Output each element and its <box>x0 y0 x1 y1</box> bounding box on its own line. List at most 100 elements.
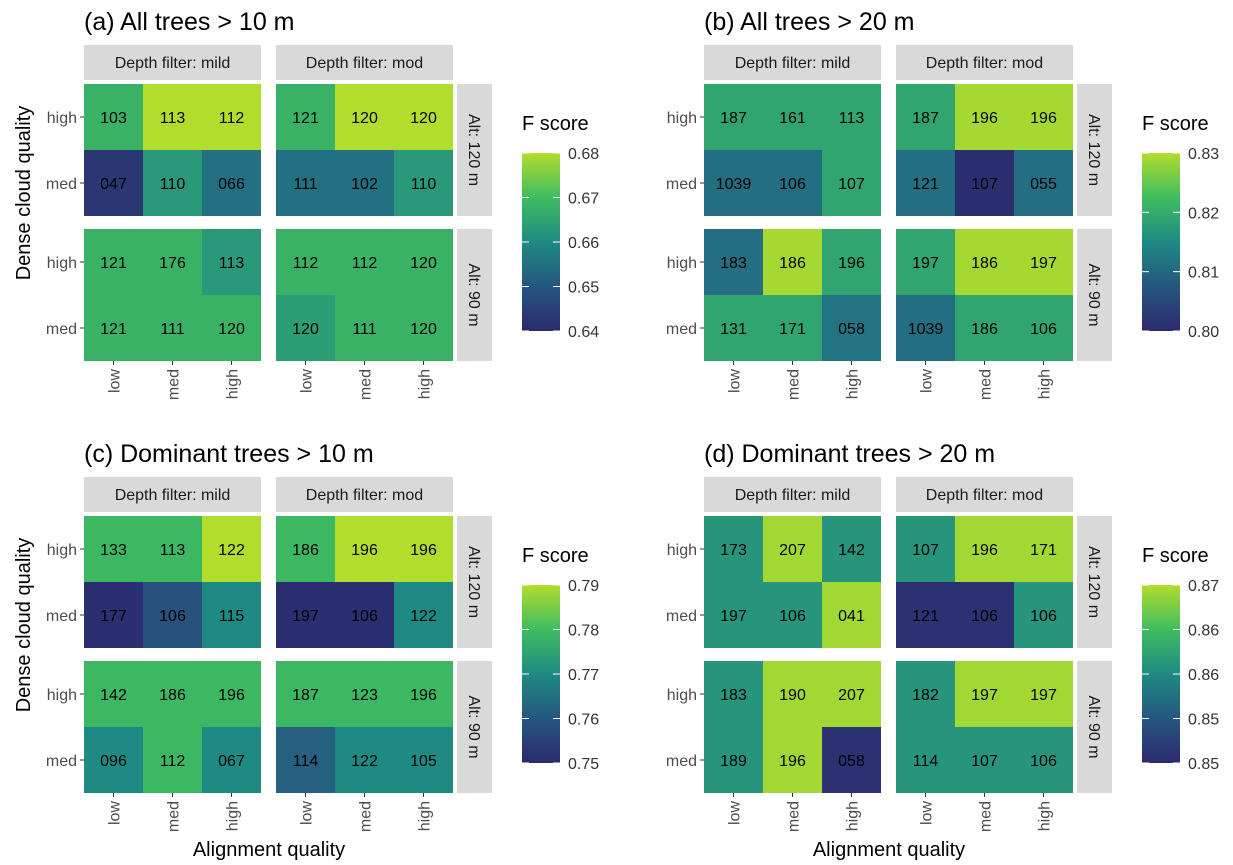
facet-strip-row <box>457 661 492 793</box>
heatmap-cell <box>896 727 955 793</box>
x-tick-label: low <box>299 801 316 825</box>
cell-label: 102 <box>351 176 378 193</box>
cell-label: 110 <box>411 176 437 193</box>
x-tick-label: low <box>727 369 744 393</box>
legend-tick-label: 0.85 <box>1188 756 1219 773</box>
cell-label: 058 <box>838 753 865 770</box>
cell-label: 106 <box>159 608 186 625</box>
heatmap-cell <box>822 84 881 150</box>
heatmap-cell <box>202 582 261 648</box>
heatmap-cell <box>896 661 955 727</box>
cell-label: 067 <box>218 753 245 770</box>
chart-title: (d) Dominant trees > 20 m <box>704 440 995 468</box>
legend-tick-label: 0.75 <box>568 756 599 773</box>
cell-label: 196 <box>838 255 865 272</box>
heatmap-cell <box>822 727 881 793</box>
heatmap-cell <box>394 84 453 150</box>
heatmap-cell <box>202 150 261 216</box>
heatmap-cell <box>955 229 1014 295</box>
heatmap-cell <box>1014 150 1073 216</box>
y-tick-label: high <box>667 542 697 559</box>
legend-title: F score <box>1142 113 1209 135</box>
facet-strip-col <box>896 45 1073 80</box>
heatmap-cell <box>202 727 261 793</box>
cell-label: 1039 <box>908 321 944 338</box>
cell-label: 142 <box>838 542 865 559</box>
heatmap-cell <box>84 150 143 216</box>
chart-2: (c) Dominant trees > 10 m Dense cloud qua… <box>13 440 599 861</box>
cell-label: 121 <box>912 176 939 193</box>
heatmap-cell <box>763 229 822 295</box>
legend-tick-label: 0.66 <box>568 235 599 252</box>
heatmap-cell <box>143 229 202 295</box>
legend-title: F score <box>522 113 589 135</box>
x-tick-label: low <box>727 801 744 825</box>
heatmap-cell <box>335 727 394 793</box>
heatmap-cell <box>1014 727 1073 793</box>
y-tick-label: high <box>47 255 77 272</box>
cell-label: 197 <box>912 255 939 272</box>
facet-strip-col-label: Depth filter: mod <box>926 55 1043 72</box>
cell-label: 197 <box>1030 255 1057 272</box>
cell-label: 186 <box>159 687 186 704</box>
heatmap-cell <box>955 516 1014 582</box>
heatmap-cell <box>202 295 261 361</box>
x-tick-label: med <box>358 369 375 400</box>
heatmap-cell <box>84 661 143 727</box>
facet-strip-row-label: Alt: 90 m <box>465 263 482 326</box>
cell-label: 113 <box>160 110 186 127</box>
cell-label: 121 <box>100 321 127 338</box>
x-tick-label: low <box>107 369 124 393</box>
cell-label: 111 <box>160 321 184 338</box>
heatmap-cell <box>704 295 763 361</box>
legend-tick-label: 0.77 <box>568 667 599 684</box>
heatmap-cell <box>84 516 143 582</box>
heatmap-cell <box>84 582 143 648</box>
cell-label: 107 <box>971 176 998 193</box>
cell-label: 113 <box>160 542 186 559</box>
heatmap-cell <box>896 295 955 361</box>
heatmap-cell <box>955 84 1014 150</box>
y-tick-label: med <box>666 608 697 625</box>
facet-strip-row <box>1077 229 1112 361</box>
x-tick-label: high <box>225 801 242 831</box>
cell-label: 120 <box>410 110 437 127</box>
heatmap-cell <box>763 582 822 648</box>
legend-tick-label: 0.78 <box>568 623 599 640</box>
heatmap-cell <box>704 229 763 295</box>
legend-tick-label: 0.79 <box>568 578 599 595</box>
cell-label: 106 <box>971 608 998 625</box>
cell-label: 122 <box>410 608 437 625</box>
cell-label: 112 <box>219 110 245 127</box>
cell-label: 197 <box>292 608 319 625</box>
facet-strip-row <box>1077 661 1112 793</box>
heatmap-cell <box>704 516 763 582</box>
cell-label: 187 <box>720 110 747 127</box>
heatmap-cell <box>896 229 955 295</box>
cell-label: 120 <box>218 321 245 338</box>
facet-strip-row <box>457 229 492 361</box>
y-tick-label: med <box>46 176 77 193</box>
heatmap-cell <box>143 661 202 727</box>
cell-label: 196 <box>971 110 998 127</box>
cell-label: 123 <box>351 687 378 704</box>
cell-label: 197 <box>971 687 998 704</box>
cell-label: 112 <box>352 255 378 272</box>
legend-title: F score <box>522 545 589 567</box>
chart-1: (b) All trees > 20 m Depth filter: mild De… <box>666 8 1219 400</box>
facet-strip-col-label: Depth filter: mod <box>926 487 1043 504</box>
legend-tick-label: 0.87 <box>1188 578 1219 595</box>
heatmap-cell <box>394 516 453 582</box>
cell-label: 107 <box>838 176 865 193</box>
cell-label: 106 <box>1030 753 1057 770</box>
cell-label: 121 <box>912 608 939 625</box>
heatmap-cell <box>763 84 822 150</box>
x-tick-label: med <box>166 369 183 400</box>
heatmap-cell <box>84 84 143 150</box>
x-tick-label: med <box>358 801 375 832</box>
y-axis-title: Dense cloud quality <box>13 538 35 713</box>
cell-label: 186 <box>971 321 998 338</box>
cell-label: 121 <box>100 255 127 272</box>
cell-label: 122 <box>218 542 245 559</box>
y-tick-label: med <box>666 753 697 770</box>
